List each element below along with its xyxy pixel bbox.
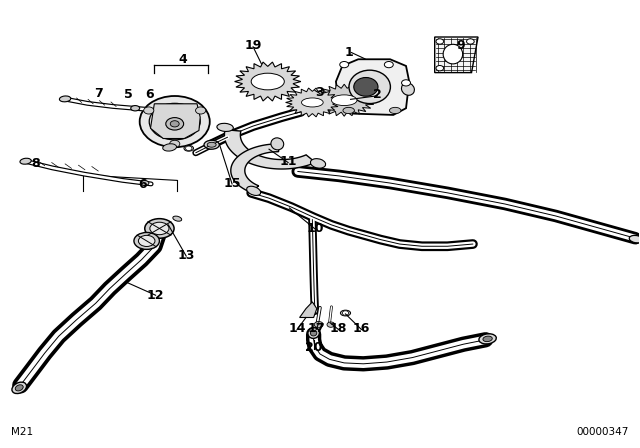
- Text: 19: 19: [244, 39, 262, 52]
- Text: 00000347: 00000347: [577, 427, 629, 437]
- Ellipse shape: [251, 73, 284, 90]
- Ellipse shape: [308, 328, 319, 338]
- Ellipse shape: [271, 138, 284, 150]
- Ellipse shape: [173, 216, 182, 221]
- Text: 5: 5: [124, 88, 133, 101]
- Ellipse shape: [12, 382, 26, 393]
- Circle shape: [436, 39, 444, 44]
- Polygon shape: [336, 59, 409, 115]
- Text: 17: 17: [307, 322, 325, 335]
- Circle shape: [196, 107, 205, 114]
- Circle shape: [401, 80, 410, 86]
- Text: 20: 20: [305, 341, 323, 354]
- Text: 1: 1: [344, 46, 353, 59]
- Ellipse shape: [443, 44, 463, 64]
- Ellipse shape: [310, 330, 317, 336]
- Ellipse shape: [390, 108, 401, 114]
- Circle shape: [186, 146, 192, 151]
- Circle shape: [436, 65, 444, 71]
- Ellipse shape: [343, 108, 355, 114]
- Text: 9: 9: [456, 39, 465, 52]
- Text: 11: 11: [280, 155, 297, 168]
- Ellipse shape: [629, 235, 640, 243]
- Text: 15: 15: [223, 177, 241, 190]
- Text: 8: 8: [31, 157, 40, 170]
- Ellipse shape: [246, 70, 290, 93]
- Polygon shape: [150, 104, 200, 138]
- Polygon shape: [314, 84, 375, 116]
- Ellipse shape: [138, 235, 155, 246]
- Circle shape: [342, 311, 349, 315]
- Text: 6: 6: [138, 178, 147, 191]
- Polygon shape: [435, 37, 478, 73]
- Ellipse shape: [483, 336, 492, 342]
- Polygon shape: [235, 62, 301, 101]
- Circle shape: [340, 61, 349, 68]
- Ellipse shape: [145, 219, 174, 238]
- Text: 3: 3: [316, 86, 324, 99]
- Circle shape: [314, 322, 323, 328]
- Text: 7: 7: [94, 87, 102, 100]
- Ellipse shape: [301, 98, 323, 107]
- Circle shape: [327, 322, 335, 327]
- Circle shape: [467, 39, 474, 44]
- Ellipse shape: [479, 334, 496, 344]
- Ellipse shape: [332, 95, 357, 106]
- Ellipse shape: [217, 123, 234, 131]
- Text: 14: 14: [288, 322, 306, 335]
- Text: 12: 12: [147, 289, 164, 302]
- Text: 6: 6: [145, 88, 154, 101]
- Circle shape: [385, 61, 394, 68]
- Ellipse shape: [295, 95, 330, 110]
- Text: 16: 16: [353, 322, 370, 335]
- Ellipse shape: [163, 144, 177, 151]
- Circle shape: [143, 107, 154, 114]
- Ellipse shape: [141, 181, 149, 185]
- Ellipse shape: [401, 83, 415, 95]
- Text: 13: 13: [177, 249, 195, 262]
- Polygon shape: [285, 88, 339, 117]
- Text: M21: M21: [11, 427, 33, 437]
- Ellipse shape: [325, 92, 364, 108]
- Ellipse shape: [246, 186, 260, 195]
- Ellipse shape: [207, 142, 216, 147]
- Polygon shape: [300, 302, 317, 318]
- Ellipse shape: [150, 222, 169, 235]
- Circle shape: [170, 140, 180, 147]
- Text: 10: 10: [307, 222, 324, 235]
- Ellipse shape: [349, 70, 390, 103]
- Ellipse shape: [354, 78, 378, 96]
- Ellipse shape: [184, 146, 193, 151]
- Ellipse shape: [140, 96, 210, 147]
- Text: 4: 4: [179, 53, 188, 66]
- Ellipse shape: [170, 121, 179, 127]
- Ellipse shape: [131, 106, 140, 111]
- Ellipse shape: [340, 310, 351, 316]
- Ellipse shape: [149, 103, 200, 140]
- Text: 18: 18: [330, 322, 347, 335]
- Polygon shape: [231, 144, 278, 192]
- Ellipse shape: [134, 233, 159, 250]
- Ellipse shape: [310, 159, 326, 168]
- Ellipse shape: [20, 158, 31, 164]
- Ellipse shape: [166, 117, 184, 130]
- Text: 2: 2: [373, 88, 381, 101]
- Ellipse shape: [15, 385, 23, 391]
- Ellipse shape: [204, 140, 220, 149]
- Polygon shape: [225, 129, 316, 169]
- Ellipse shape: [60, 96, 71, 102]
